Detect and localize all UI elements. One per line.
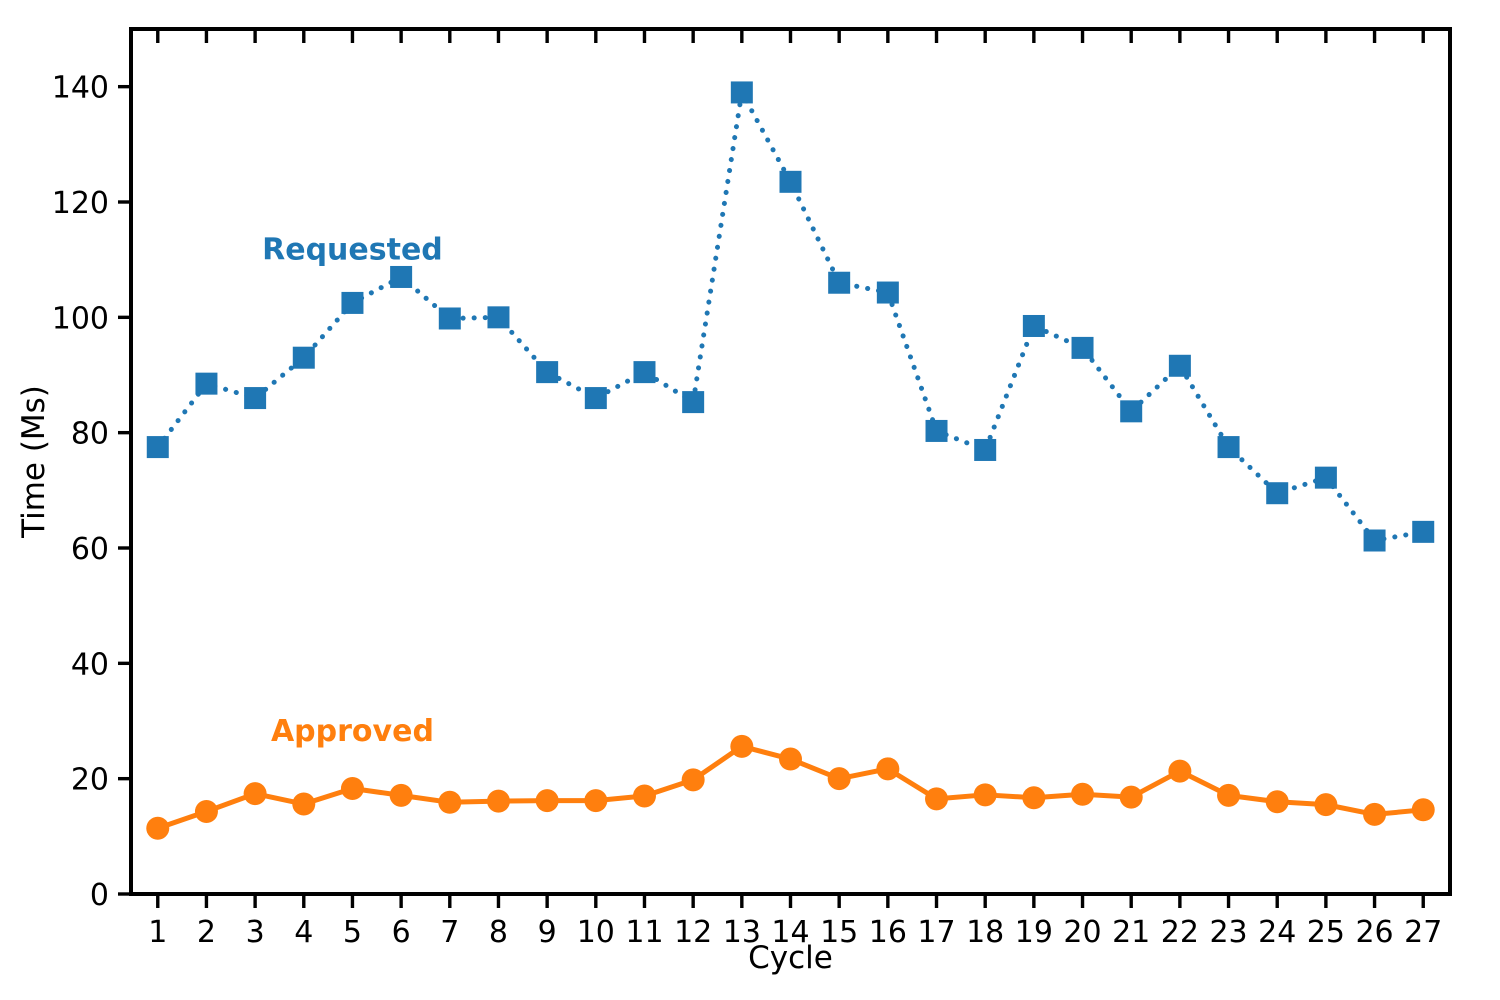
x-tick-label: 1 <box>148 915 167 950</box>
x-tick-label: 6 <box>392 915 411 950</box>
y-tick-label: 80 <box>71 417 109 452</box>
data-point-requested <box>244 387 267 410</box>
data-point-requested <box>1266 482 1289 505</box>
data-point-approved <box>1265 790 1289 814</box>
annotation-layer: Requested Approved <box>262 233 443 750</box>
data-point-requested <box>1412 520 1435 543</box>
data-point-approved <box>584 789 608 813</box>
data-point-approved <box>194 800 218 824</box>
x-tick-label: 16 <box>869 915 907 950</box>
data-point-approved <box>876 757 900 781</box>
data-point-approved <box>1071 782 1095 806</box>
x-tick-label: 18 <box>966 915 1004 950</box>
x-tick-label: 8 <box>489 915 508 950</box>
data-point-requested <box>1217 436 1240 459</box>
data-point-requested <box>1120 400 1143 423</box>
data-point-requested <box>341 291 364 314</box>
y-tick-label: 40 <box>71 647 109 682</box>
data-point-requested <box>925 419 948 442</box>
series-layer <box>146 81 1435 840</box>
data-point-approved <box>1411 798 1435 822</box>
x-tick-label: 19 <box>1015 915 1053 950</box>
data-point-approved <box>292 792 316 816</box>
y-tick-label: 60 <box>71 532 109 567</box>
x-tick-label: 27 <box>1404 915 1442 950</box>
data-point-requested <box>1314 466 1337 489</box>
x-tick-label: 12 <box>674 915 712 950</box>
data-point-approved <box>1022 786 1046 810</box>
x-tick-label: 13 <box>723 915 761 950</box>
data-point-requested <box>1168 354 1191 377</box>
x-tick-label: 22 <box>1161 915 1199 950</box>
data-point-requested <box>682 391 705 414</box>
x-tick-label: 25 <box>1307 915 1345 950</box>
data-point-approved <box>1119 785 1143 809</box>
data-point-approved <box>1168 759 1192 783</box>
x-tick-label: 11 <box>625 915 663 950</box>
data-point-approved <box>730 734 754 758</box>
data-point-requested <box>146 436 169 459</box>
data-point-approved <box>973 783 997 807</box>
y-tick-label: 100 <box>52 301 109 336</box>
data-point-approved <box>779 747 802 771</box>
data-point-requested <box>1071 336 1094 359</box>
data-point-requested <box>390 265 413 288</box>
data-point-requested <box>974 438 997 461</box>
x-tick-label: 26 <box>1355 915 1393 950</box>
data-point-requested <box>487 306 510 329</box>
x-tick-label: 2 <box>197 915 216 950</box>
data-point-approved <box>340 776 364 800</box>
y-axis-label: Time (Ms) <box>16 385 52 539</box>
x-tick-label: 23 <box>1209 915 1247 950</box>
x-tick-label: 5 <box>343 915 362 950</box>
data-point-approved <box>681 768 705 792</box>
data-point-approved <box>486 789 510 813</box>
x-tick-label: 17 <box>917 915 955 950</box>
series-line-requested <box>155 89 1426 543</box>
data-point-requested <box>292 346 315 369</box>
x-tick-label: 9 <box>538 915 557 950</box>
x-tick-label: 4 <box>294 915 313 950</box>
data-point-requested <box>1022 314 1045 337</box>
series-label-approved: Approved <box>271 714 434 749</box>
data-point-approved <box>827 767 851 791</box>
y-tick-label: 140 <box>52 71 109 106</box>
data-point-requested <box>828 271 851 294</box>
data-point-approved <box>438 790 462 814</box>
y-tick-label: 120 <box>52 186 109 221</box>
x-tick-label: 3 <box>246 915 265 950</box>
x-tick-label: 20 <box>1063 915 1101 950</box>
y-tick-label: 20 <box>71 763 109 798</box>
data-point-requested <box>536 361 559 384</box>
data-point-requested <box>1363 529 1386 552</box>
series-label-requested: Requested <box>262 233 443 268</box>
data-point-approved <box>925 787 949 811</box>
data-point-approved <box>243 782 267 806</box>
data-point-requested <box>438 307 461 330</box>
x-tick-label: 14 <box>771 915 809 950</box>
data-point-approved <box>146 816 170 840</box>
data-point-requested <box>779 170 802 193</box>
x-tick-label: 7 <box>440 915 459 950</box>
data-point-requested <box>730 81 753 104</box>
data-point-requested <box>876 281 899 304</box>
x-tick-label: 15 <box>820 915 858 950</box>
y-tick-label: 0 <box>90 878 109 913</box>
x-axis-label: Cycle <box>748 940 833 976</box>
data-point-approved <box>1314 793 1338 817</box>
x-tick-label: 24 <box>1258 915 1296 950</box>
x-tick-label: 10 <box>577 915 615 950</box>
data-point-approved <box>389 783 413 807</box>
data-point-approved <box>1363 802 1387 826</box>
data-point-requested <box>633 361 656 384</box>
data-point-approved <box>632 784 656 808</box>
data-point-approved <box>1217 783 1241 807</box>
data-point-requested <box>584 387 607 410</box>
data-point-requested <box>195 372 218 395</box>
data-point-approved <box>535 789 559 813</box>
x-tick-label: 21 <box>1112 915 1150 950</box>
